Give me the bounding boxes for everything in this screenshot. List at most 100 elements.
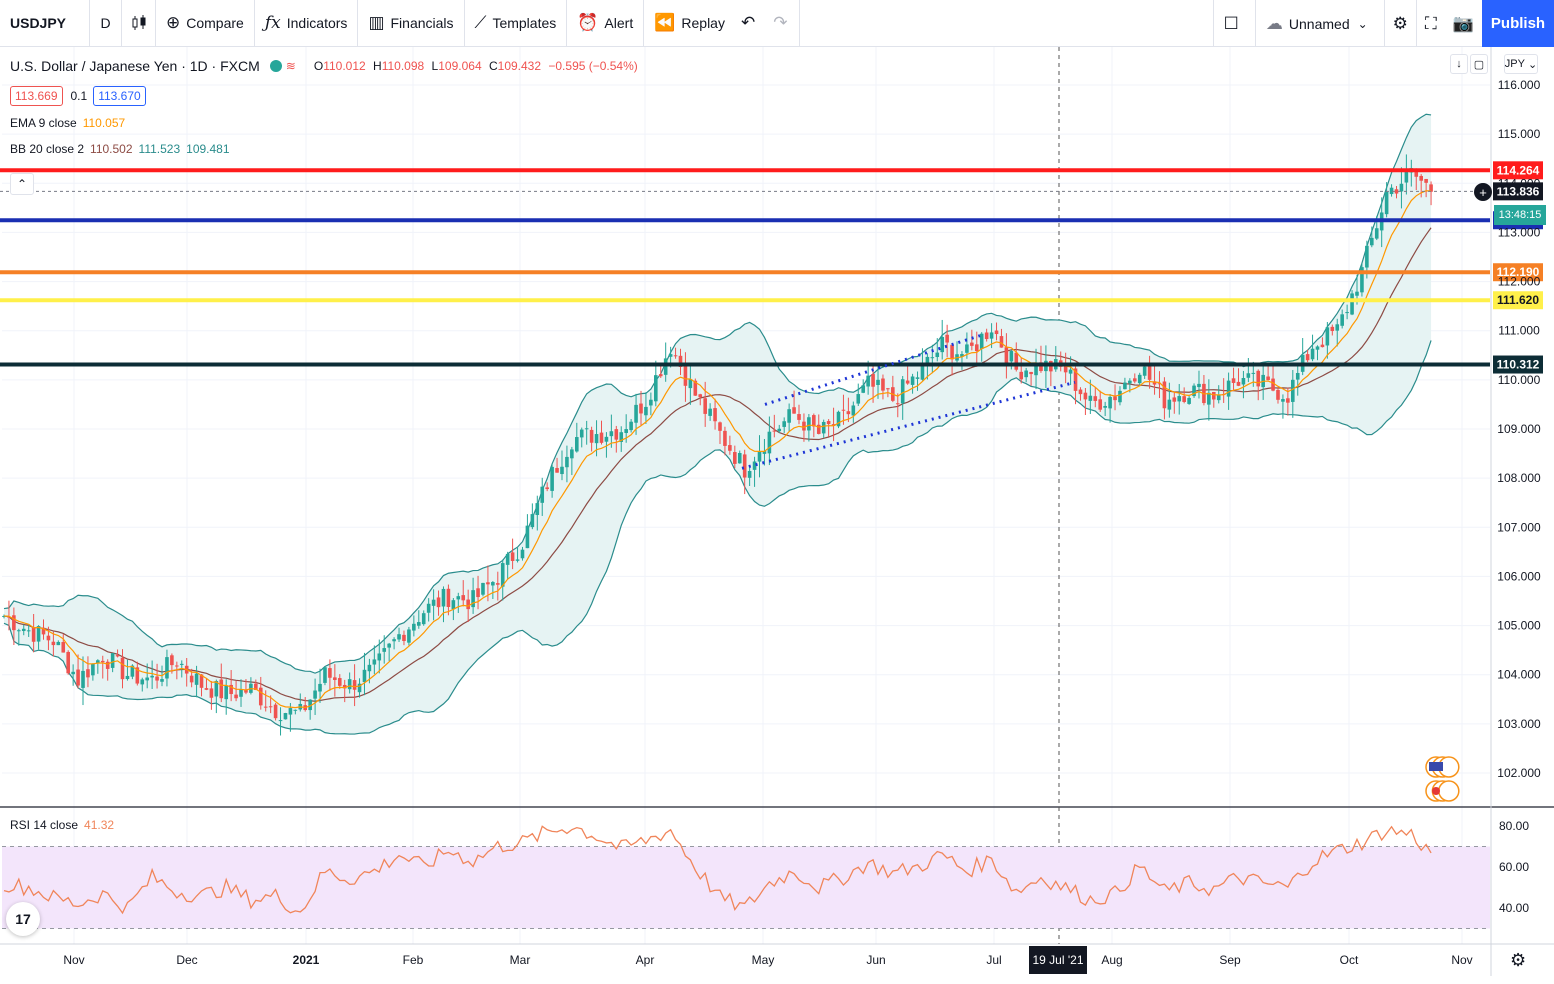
fullscreen-icon: ⛶ xyxy=(1424,13,1437,34)
candle-body xyxy=(342,684,347,689)
multi-layout-button[interactable]: ☐ xyxy=(1212,0,1256,47)
candle-body xyxy=(258,687,263,706)
candle-body xyxy=(436,597,441,608)
bb-fill xyxy=(4,114,1432,735)
chart-style-button[interactable] xyxy=(122,0,156,47)
maximize-pane-button[interactable]: ▢ xyxy=(1470,54,1488,74)
candle-body xyxy=(1123,382,1127,390)
chevron-down-icon: ⌄ xyxy=(1357,16,1368,31)
currency-unit-button[interactable]: JPY ⌄ xyxy=(1504,54,1538,74)
candle-body xyxy=(145,677,149,681)
square-icon: ☐ xyxy=(1223,13,1239,34)
publish-button[interactable]: Publish xyxy=(1482,0,1554,47)
candle-body xyxy=(466,599,470,610)
candle-body xyxy=(1330,326,1335,332)
redo-button[interactable]: ↷ xyxy=(767,0,801,47)
fullscreen-button[interactable]: ⛶ xyxy=(1417,0,1445,47)
candle-body xyxy=(970,342,974,346)
candle-body xyxy=(1355,291,1359,296)
candle-body xyxy=(382,648,387,652)
settings-button[interactable]: ⚙ xyxy=(1385,0,1417,47)
candle-body xyxy=(579,429,584,438)
candle-body xyxy=(1152,381,1157,385)
candle-body xyxy=(733,452,737,464)
rsi-tick-label: 80.00 xyxy=(1499,819,1529,833)
layout-name: Unnamed xyxy=(1288,15,1350,32)
level-price-tag xyxy=(1493,263,1543,282)
ema-legend[interactable]: EMA 9 close 110.057 xyxy=(10,116,126,130)
tradingview-logo[interactable]: 17 xyxy=(6,902,40,936)
candle-body xyxy=(945,334,949,343)
candle-body xyxy=(1325,327,1330,346)
candle-body xyxy=(1182,396,1186,403)
level-price-label: 114.264 xyxy=(1497,163,1540,177)
interval-button[interactable]: D xyxy=(90,0,122,47)
undo-button[interactable]: ↶ xyxy=(735,0,767,47)
candle-body xyxy=(1315,346,1320,350)
candle-body xyxy=(545,487,549,490)
price-tick-label: 105.000 xyxy=(1497,619,1541,633)
rewind-icon: ⏪ xyxy=(654,13,676,33)
candle-body xyxy=(333,677,337,680)
eye-icon: ≋ xyxy=(285,59,296,73)
candle-body xyxy=(649,399,653,406)
bar-countdown: 13:48:15 xyxy=(1494,205,1546,225)
candle-body xyxy=(752,461,757,470)
candle-body xyxy=(135,667,140,684)
candle-body xyxy=(36,626,41,642)
candle-body xyxy=(1142,366,1147,376)
candle-body xyxy=(461,595,466,601)
candle-body xyxy=(1251,372,1256,374)
candle-body xyxy=(634,404,638,423)
time-axis: Nov Dec 2021 Feb Mar Apr May Jun Jul Aug Sep Oct Nov xyxy=(63,756,1473,967)
candle-body xyxy=(293,709,298,711)
ema-line xyxy=(3,190,1432,709)
price-chart[interactable]: 114.264113.248112.190111.620110.312113.8… xyxy=(0,47,1554,984)
candle-body xyxy=(244,689,248,693)
layout-name-button[interactable]: ☁ Unnamed ⌄ xyxy=(1256,0,1385,47)
replay-label: Replay xyxy=(681,15,725,31)
candle-body xyxy=(1246,373,1251,378)
indicators-button[interactable]: ƒx Indicators xyxy=(255,0,359,47)
candle-body xyxy=(826,421,831,425)
plus-icon[interactable]: + xyxy=(1474,183,1492,201)
time-tick-label: Mar xyxy=(510,953,531,967)
financials-button[interactable]: ▥ Financials xyxy=(358,0,465,47)
candle-body xyxy=(254,683,258,691)
compare-label: Compare xyxy=(186,15,244,31)
collapse-legend-button[interactable]: ⌃ xyxy=(10,173,34,195)
symbol-search-button[interactable]: USDJPY xyxy=(0,0,90,47)
alert-button[interactable]: ⏰ Alert xyxy=(567,0,645,47)
price-tick-label: 107.000 xyxy=(1497,520,1541,534)
candle-body xyxy=(1291,379,1295,402)
candle-body xyxy=(1310,348,1315,360)
price-tick-label: 110.000 xyxy=(1498,373,1541,387)
candle-body xyxy=(900,379,905,404)
candle-body xyxy=(925,356,930,363)
compare-button[interactable]: ⊕ Compare xyxy=(156,0,255,47)
candle-body xyxy=(96,660,100,663)
bb-legend[interactable]: BB 20 close 2 110.502 111.523 109.481 xyxy=(10,142,230,156)
candle-body xyxy=(1014,352,1019,370)
candle-body xyxy=(412,623,416,631)
last-price-label: 113.836 xyxy=(1497,184,1540,198)
time-tick-label: Dec xyxy=(176,953,197,967)
gear-icon[interactable]: ⚙ xyxy=(1510,950,1527,971)
candle-body xyxy=(1394,189,1399,194)
rsi-legend[interactable]: RSI 14 close 41.32 xyxy=(10,818,115,832)
sell-button[interactable]: 113.669 xyxy=(10,86,63,106)
candle-body xyxy=(1103,405,1107,408)
buy-button[interactable]: 113.670 xyxy=(93,86,146,106)
move-pane-down-button[interactable]: ↓ xyxy=(1450,54,1468,74)
snapshot-button[interactable]: 📷 xyxy=(1445,0,1482,47)
candle-body xyxy=(1167,399,1172,410)
candle-body xyxy=(1340,314,1344,326)
candle-body xyxy=(446,588,451,607)
candle-body xyxy=(728,445,732,451)
replay-button[interactable]: ⏪ Replay xyxy=(644,0,735,47)
candle-body xyxy=(263,706,268,708)
templates-button[interactable]: ⟋ Templates xyxy=(465,0,568,47)
price-tick-label: 102.000 xyxy=(1497,766,1541,780)
candle-body xyxy=(1098,399,1103,410)
candle-body xyxy=(589,429,594,443)
